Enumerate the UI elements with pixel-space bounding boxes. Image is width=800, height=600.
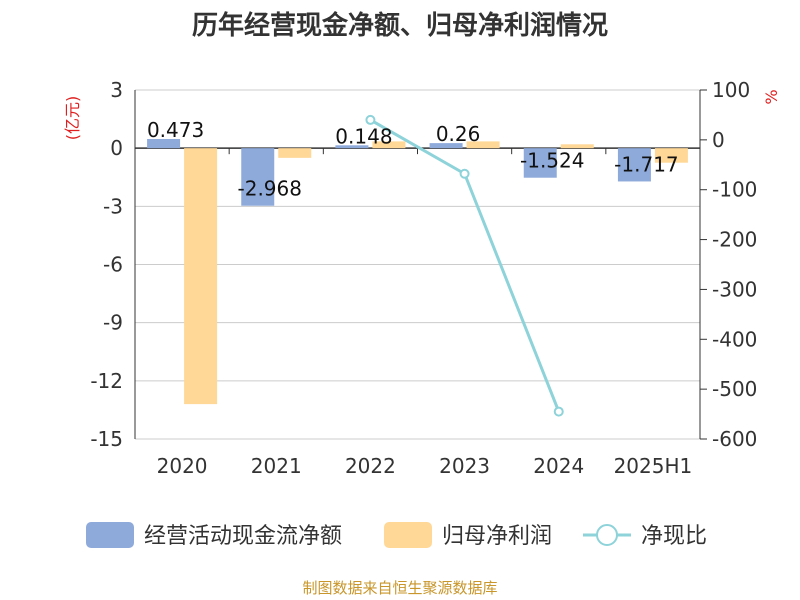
bar <box>466 141 500 149</box>
y-left-tick-label: -12 <box>90 369 123 393</box>
y-right-tick-label: -200 <box>712 228 757 252</box>
line-point <box>365 114 376 125</box>
legend-swatch-marker <box>596 524 618 546</box>
bar <box>184 148 218 405</box>
bar <box>560 144 594 149</box>
bar <box>372 141 406 149</box>
line-point <box>553 406 564 417</box>
legend-label: 归母净利润 <box>442 524 552 549</box>
bar-data-label: 0.473 <box>147 118 204 142</box>
x-tick-label: 2022 <box>345 454 396 478</box>
y-left-tick-label: 3 <box>110 78 123 102</box>
y-right-tick-label: -400 <box>712 327 757 351</box>
bar <box>335 145 369 149</box>
x-tick-label: 2025H1 <box>614 454 693 478</box>
x-tick-label: 2020 <box>157 454 208 478</box>
y-right-tick-label: -500 <box>712 377 757 401</box>
y-left-unit: (亿元) <box>63 96 82 141</box>
y-left-tick-label: -6 <box>103 253 123 277</box>
y-right-unit: % <box>762 89 781 104</box>
legend-label: 净现比 <box>641 524 707 549</box>
legend-label: 经营活动现金流净额 <box>144 524 342 549</box>
line-series <box>365 114 564 417</box>
bar <box>278 148 312 158</box>
y-left-tick-label: -9 <box>103 311 123 335</box>
line-point <box>459 168 470 179</box>
grid-lines <box>135 89 700 440</box>
legend-swatch <box>86 522 134 548</box>
data-labels: 0.473 -2.968 0.148 0.26 -1.524 -1.717 <box>147 118 679 201</box>
x-tick-label: 2023 <box>439 454 490 478</box>
legend-swatch <box>384 522 432 548</box>
bar-data-label: 0.26 <box>436 122 481 146</box>
y-right-tick-label: -100 <box>712 178 757 202</box>
y-right-tick-label: -300 <box>712 277 757 301</box>
x-tick-label: 2021 <box>251 454 302 478</box>
bar-data-label: -1.717 <box>614 152 678 176</box>
y-right-tick-label: 0 <box>712 128 725 152</box>
y-left-tick-label: -3 <box>103 194 123 218</box>
bar <box>429 143 463 149</box>
bar-data-label: -2.968 <box>238 177 302 201</box>
bar <box>147 138 181 149</box>
source-note: 制图数据来自恒生聚源数据库 <box>302 579 497 597</box>
bar-series <box>147 138 688 405</box>
bar <box>654 148 688 163</box>
bar <box>617 148 651 182</box>
y-right-tick-label: 100 <box>712 78 750 102</box>
x-tick-label: 2024 <box>533 454 584 478</box>
y-right-tick-label: -600 <box>712 427 757 451</box>
chart-title: 历年经营现金净额、归母净利润情况 <box>192 10 608 41</box>
bar-data-label: -1.524 <box>520 149 584 173</box>
axes: 3 0 -3 -6 -9 -12 -15 100 0 -100 -200 -300 -400 -500 -6… <box>63 78 781 478</box>
y-left-tick-label: -15 <box>90 427 123 451</box>
legend: 经营活动现金流净额 归母净利润 净现比 <box>86 522 707 549</box>
bar <box>523 148 557 178</box>
y-left-tick-label: 0 <box>110 136 123 160</box>
bar-data-label: 0.148 <box>335 124 392 148</box>
bar <box>241 148 275 206</box>
